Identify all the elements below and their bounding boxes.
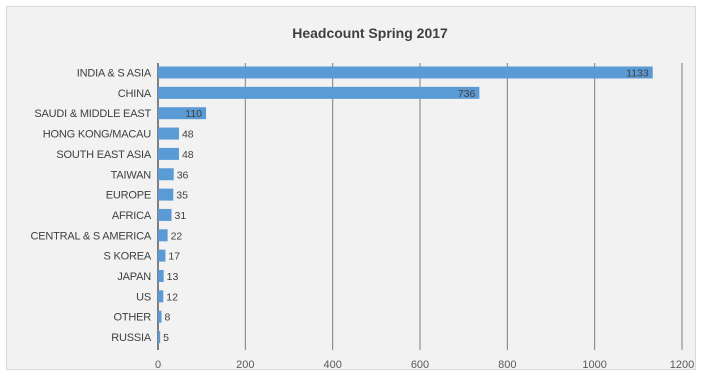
bars [158,66,653,344]
x-tick-label: 400 [323,359,341,371]
bar [158,188,174,201]
data-label: 110 [185,108,202,120]
data-label: 17 [168,251,180,263]
data-label: 36 [177,169,189,181]
category-label: SAUDI & MIDDLE EAST [34,108,151,120]
chart-frame: Headcount Spring 2017 INDIA & S ASIA CHIN… [6,6,696,371]
data-labels: 1133 736 110 48 48 36 35 31 22 17 13 12 8 5 [163,68,649,345]
bar [158,127,179,140]
category-label: US [136,291,151,303]
category-label: S KOREA [103,251,151,263]
bar [158,310,162,323]
category-label: AFRICA [112,210,152,222]
bar [158,208,172,221]
category-label: JAPAN [117,271,151,283]
x-tick-label: 1200 [670,359,694,371]
gridlines [157,63,683,350]
category-label: SOUTH EAST ASIA [56,149,151,161]
bar [158,168,174,181]
bar [158,249,166,262]
category-label: OTHER [113,312,151,324]
category-label: INDIA & S ASIA [77,68,152,80]
data-label: 1133 [626,68,649,80]
data-label: 13 [167,271,179,283]
x-axis-ticks: 0 200 400 600 800 1000 1200 [155,359,694,371]
category-label: CHINA [118,88,152,100]
data-label: 48 [182,129,194,141]
x-tick-label: 1000 [582,359,606,371]
x-tick-label: 0 [155,359,161,371]
bar [158,270,164,282]
bar [158,290,164,303]
category-label: RUSSIA [111,332,152,344]
bar [158,331,161,344]
category-label: TAIWAN [111,169,152,181]
bar [158,86,480,99]
data-label: 48 [182,149,194,161]
chart-title: Headcount Spring 2017 [292,25,448,41]
data-label: 5 [163,332,169,344]
x-tick-label: 200 [236,359,254,371]
data-label: 12 [166,291,178,303]
bar [158,147,179,160]
x-tick-label: 800 [498,359,516,371]
category-label: HONG KONG/MACAU [43,129,151,141]
x-tick-label: 600 [411,359,429,371]
category-labels: INDIA & S ASIA CHINA SAUDI & MIDDLE EAST HO… [31,68,153,345]
data-label: 8 [164,312,170,324]
category-label: CENTRAL & S AMERICA [31,230,152,242]
bar-chart: Headcount Spring 2017 INDIA & S ASIA CHIN… [31,25,695,371]
bar [158,66,653,79]
data-label: 736 [458,88,476,100]
data-label: 22 [171,230,183,242]
data-label: 31 [175,210,187,222]
bar [158,107,207,120]
data-label: 35 [176,190,188,202]
category-label: EUROPE [106,190,151,202]
bar [158,229,168,242]
